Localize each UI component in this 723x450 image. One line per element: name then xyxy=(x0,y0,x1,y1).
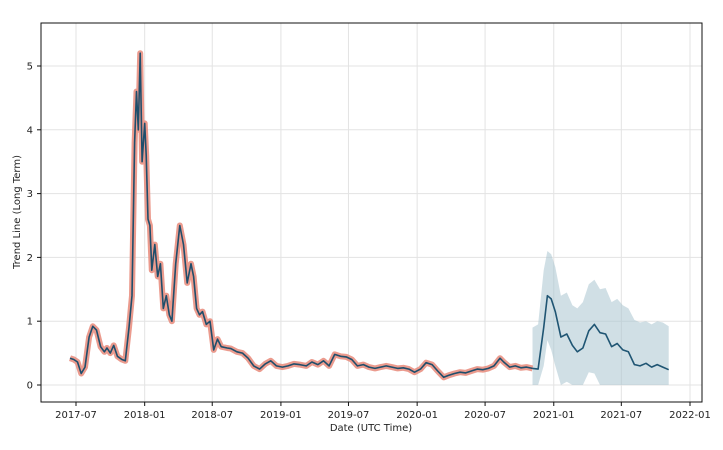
x-tick-label: 2021-01 xyxy=(533,410,575,421)
x-tick-label: 2021-07 xyxy=(600,410,642,421)
confidence-band-area xyxy=(532,251,669,385)
y-tick-label: 5 xyxy=(27,62,33,73)
x-axis-ticks: 2017-07 2018-01 2018-07 2019-01 2019-07 2020-… xyxy=(55,402,711,421)
x-tick-label: 2018-01 xyxy=(124,410,166,421)
y-tick-label: 3 xyxy=(27,189,33,200)
y-tick-label: 1 xyxy=(27,317,33,328)
history-line xyxy=(69,52,533,379)
plot-frame xyxy=(40,22,703,403)
x-tick-label: 2018-07 xyxy=(191,410,233,421)
y-axis-label: Trend Line (Long Term) xyxy=(12,155,23,270)
y-tick-label: 0 xyxy=(27,381,33,392)
x-tick-label: 2020-01 xyxy=(396,410,438,421)
y-tick-label: 4 xyxy=(27,125,33,136)
x-tick-label: 2022-01 xyxy=(669,410,711,421)
x-tick-label: 2019-01 xyxy=(260,410,302,421)
y-tick-label: 2 xyxy=(27,253,33,264)
y-axis-ticks: 0 1 2 3 4 5 xyxy=(27,62,41,392)
x-tick-label: 2017-07 xyxy=(55,410,97,421)
grid-lines xyxy=(41,23,702,402)
forecast-path xyxy=(532,294,670,371)
historical-trend-line xyxy=(69,50,534,381)
forecast-line xyxy=(532,294,670,371)
x-axis-label: Date (UTC Time) xyxy=(330,423,412,434)
x-tick-label: 2020-07 xyxy=(464,410,506,421)
forecast-confidence-band xyxy=(532,251,669,385)
x-tick-label: 2019-07 xyxy=(328,410,370,421)
